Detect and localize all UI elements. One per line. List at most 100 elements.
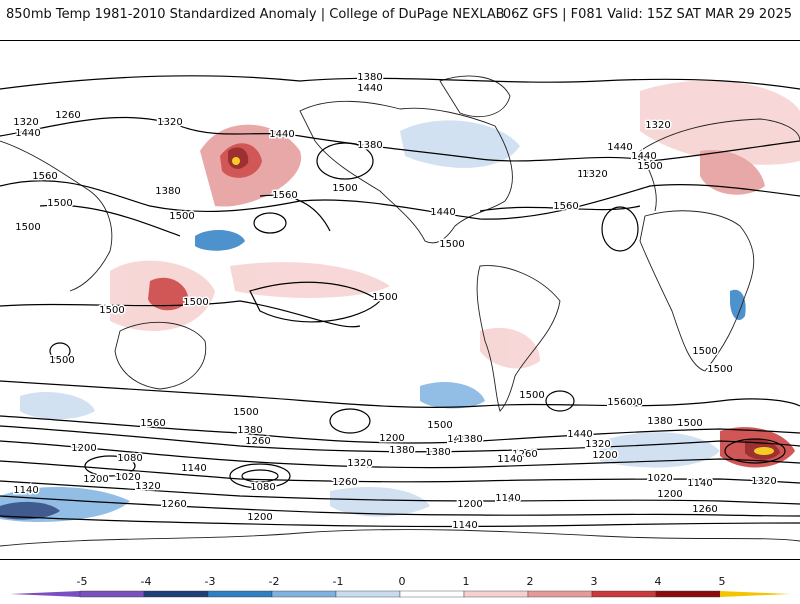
legend-swatch (655, 590, 721, 598)
legend-tick-label: -1 (333, 575, 344, 588)
legend-tick-label: 5 (719, 575, 726, 588)
cold-anomaly-south-pacific (420, 381, 485, 409)
contour-1260-polar (0, 515, 800, 528)
contour-label: 1500 (692, 346, 717, 357)
cold-anomaly-southern-ocean-east (600, 432, 720, 468)
contour-label: 1320 (13, 117, 38, 128)
legend-swatch (463, 590, 529, 598)
legend-tick-label: 0 (399, 575, 406, 588)
contour-1380-south (0, 425, 800, 453)
coastline-north-america (299, 100, 513, 244)
legend-swatch (591, 590, 657, 598)
contour-label: 1140 (495, 493, 520, 504)
contour-label: 1320 (157, 117, 182, 128)
map-title: 850mb Temp 1981-2010 Standardized Anomal… (6, 7, 505, 22)
contour-closed-low-north-pacific (316, 142, 374, 180)
contour-label: 1500 (519, 390, 544, 401)
contour-label: 1440 (15, 128, 40, 139)
contour-label: 1320 (347, 458, 372, 469)
contour-label: 1380 (647, 416, 672, 427)
contour-label: 1320 (751, 476, 776, 487)
legend-tick-label: 2 (527, 575, 534, 588)
map-header: 850mb Temp 1981-2010 Standardized Anomal… (0, 0, 800, 30)
contour-label: 1140 (452, 520, 477, 531)
coastline-south-america (476, 265, 561, 412)
contour-label: 1500 (427, 420, 452, 431)
contour-label: 1380 (577, 169, 602, 180)
contour-label: 1500 (692, 346, 717, 357)
legend-tick-label: -5 (77, 575, 88, 588)
contour-label: 1380 (237, 425, 262, 436)
legend-tick-label: 1 (463, 575, 470, 588)
contour-label: 1320 (582, 169, 607, 180)
contour-closed-south-indian (84, 455, 136, 477)
anomaly-shading (0, 80, 800, 522)
contour-label: 1500 (99, 305, 124, 316)
contour-label: 1500 (169, 211, 194, 222)
contour-label: 1380 (425, 447, 450, 458)
contour-label: 1500 (183, 297, 208, 308)
contour-label: 1380 (357, 140, 382, 151)
contour-label: 1020 (647, 473, 672, 484)
contour-1500-south (0, 380, 800, 408)
extreme-warm-spot-south-atlantic (754, 447, 774, 455)
contour-label: 1560 (272, 190, 297, 201)
contour-label: 1500 (332, 183, 357, 194)
contour-label: 1560 (553, 201, 578, 212)
contour-closed-low-south-atlantic (724, 438, 786, 464)
contour-label: 1320 (135, 481, 160, 492)
contour-label: 1320 (585, 439, 610, 450)
contour-label: 1200 (379, 433, 404, 444)
coastline-antarctica (0, 529, 800, 547)
contour-label: 1440 (269, 129, 294, 140)
contour-label: 1560 (32, 171, 57, 182)
legend-tick-labels: -5 -4 -3 -2 -1 0 1 2 3 4 5 (77, 575, 726, 588)
contour-closed-south-atlantic-b (545, 390, 575, 412)
contour-1440-north (0, 116, 800, 162)
contour-label: 1380 (389, 445, 414, 456)
contour-1140-south (0, 495, 800, 517)
coastline-australia (114, 321, 207, 390)
cold-core-southern-ocean-west (0, 501, 60, 520)
contour-label: 1140 (13, 485, 38, 496)
contour-label: 1500 (617, 397, 642, 408)
contour-label: 1200 (657, 489, 682, 500)
legend-swatch (335, 590, 401, 598)
color-legend: -5 -4 -3 -2 -1 0 1 2 3 4 5 (0, 560, 800, 600)
contour-label: 1560 (607, 397, 632, 408)
contour-label: 1500 (677, 418, 702, 429)
contour-label: 1200 (247, 512, 272, 523)
contour-label: 1500 (427, 420, 452, 431)
contour-label: 1080 (117, 453, 142, 464)
legend-tick-label: -4 (141, 575, 152, 588)
contour-labels: 1380144013201260132014401560138015001500… (12, 71, 778, 533)
run-info: 06Z GFS | F081 Valid: 15Z SAT MAR 29 202… (502, 7, 792, 22)
warm-anomaly-tropics (230, 262, 390, 298)
contour-label: 1200 (332, 477, 357, 488)
legend-arrow-left (10, 591, 80, 597)
contour-label: 1500 (372, 292, 397, 303)
contour-label: 1080 (250, 482, 275, 493)
contour-label: 1260 (161, 499, 186, 510)
contour-1500-north (0, 180, 800, 220)
contour-label: 1560 (140, 418, 165, 429)
contour-label: 1500 (47, 198, 72, 209)
contour-closed-south-pacific-c (329, 408, 371, 434)
warm-core-west-pacific (148, 277, 189, 311)
legend-swatch (271, 590, 337, 598)
contour-1560-north (39, 194, 641, 237)
extreme-warm-spot-north-pacific (232, 157, 240, 165)
cold-anomaly-north-america (400, 120, 520, 168)
legend-arrow-right (720, 591, 790, 597)
contour-label: 1020 (115, 472, 140, 483)
contour-label: 1560 (607, 397, 632, 408)
legend-tick-label: 4 (655, 575, 662, 588)
coastline-europe-asia (0, 118, 800, 292)
legend-swatch (79, 590, 145, 598)
contour-label: 1140 (181, 463, 206, 474)
contour-1440-south (0, 415, 800, 444)
legend-swatch (143, 590, 209, 598)
contour-label: 1260 (332, 477, 357, 488)
contour-1380-north (0, 75, 800, 90)
contour-label: 1500 (707, 364, 732, 375)
